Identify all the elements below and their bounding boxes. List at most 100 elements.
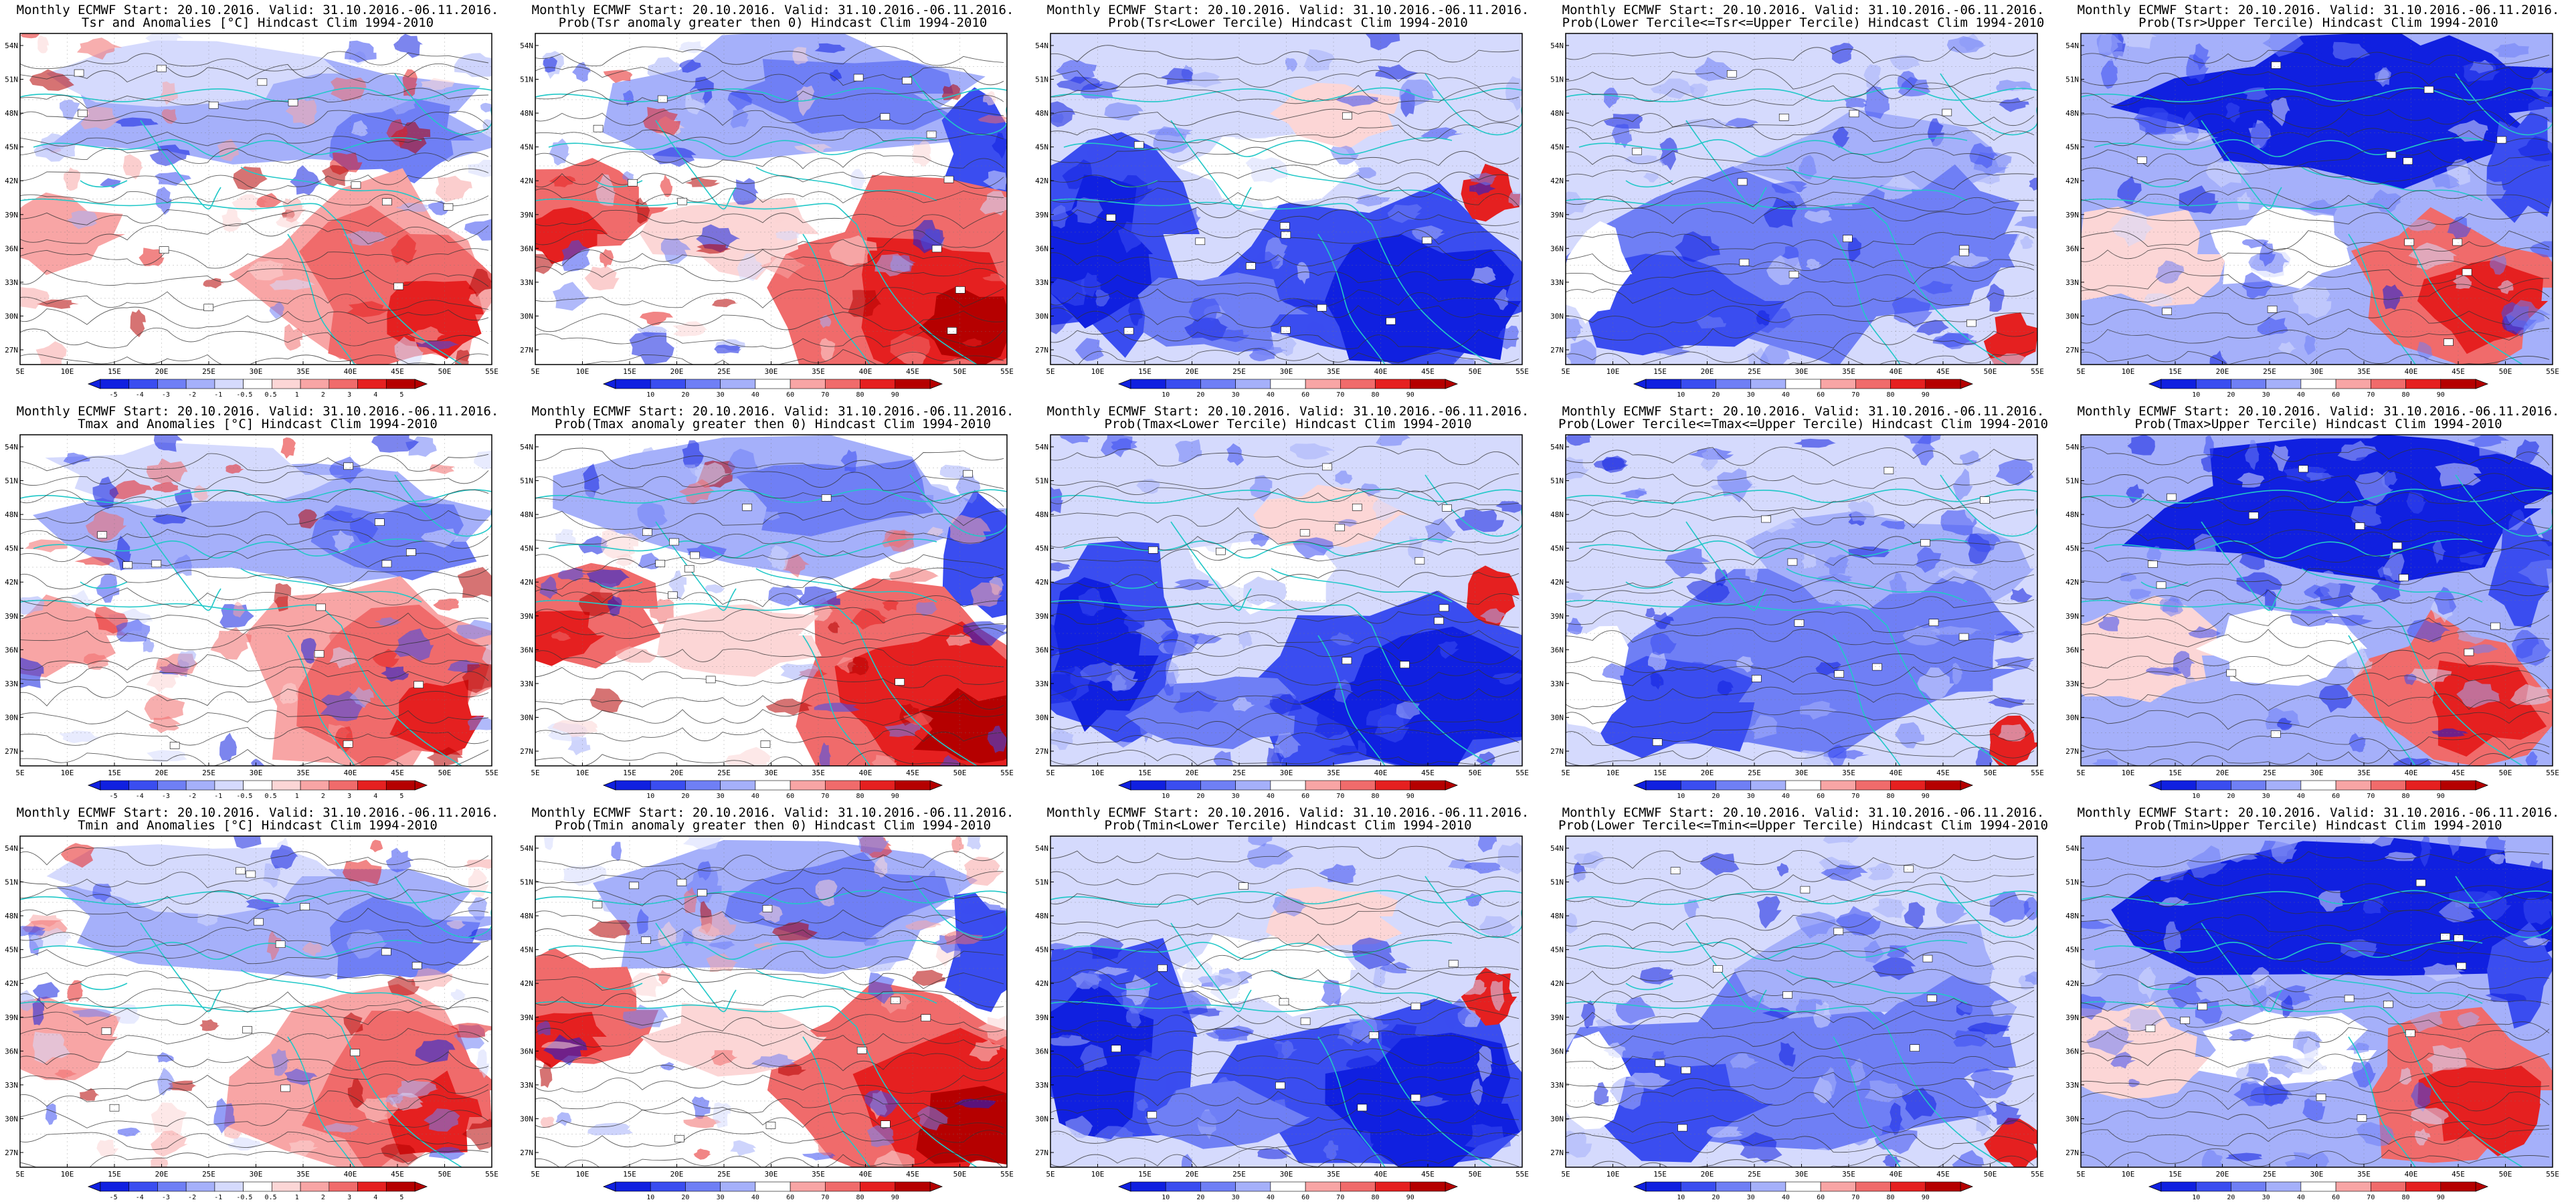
longitude-label: 30E [1795,1170,1809,1179]
colorbar-tick-label: 20 [1712,1194,1720,1201]
latitude-label: 33N [1550,1081,1564,1090]
longitude-label: 55E [1515,1170,1529,1179]
latitude-label: 51N [520,76,533,84]
colorbar-tick-label: 3 [347,1194,351,1201]
colorbar-tick-label: 40 [751,391,759,399]
latitude-label: 39N [2065,612,2079,621]
latitude-label: 30N [1550,713,1564,722]
latitude-label: 48N [2065,510,2079,519]
latitude-label: 39N [1550,612,1564,621]
longitude-label: 25E [202,1170,215,1179]
colorbar-tick-label: -5 [110,793,118,800]
longitude-label: 55E [1515,769,1529,777]
latitude-label: 27N [520,1148,533,1157]
colorbar-tick-label: 20 [1712,391,1720,399]
longitude-label: 40E [1890,1170,1903,1179]
colorbar-tick-label: 40 [1267,793,1275,800]
longitude-label: 30E [2310,769,2324,777]
colorbar: 10 20 30 40 60 70 80 90 [1633,379,1974,399]
longitude-label: 10E [1606,769,1620,777]
longitude-label: 55E [1515,367,1529,376]
latitude-label: 51N [5,878,18,887]
latitude-label: 45N [520,544,533,553]
panel-title: Monthly ECMWF Start: 20.10.2016. Valid: … [1046,3,1530,17]
latitude-label: 36N [1550,244,1564,253]
panel-subtitle: Prob(Tsr anomaly greater then 0) Hindcas… [558,15,988,30]
latitude-label: 30N [5,1114,18,1123]
colorbar-tick-label: 30 [1232,793,1240,800]
longitude-label: 55E [2546,1170,2559,1179]
longitude-label: 45E [391,367,404,376]
colorbar-tick-label: 10 [2192,1194,2200,1201]
longitude-label: 10E [576,367,589,376]
latitude-label: 33N [1035,278,1048,287]
longitude-label: 40E [2405,367,2418,376]
colorbar-tick-label: 70 [2367,391,2375,399]
latitude-label: 36N [1550,1047,1564,1056]
longitude-label: 25E [1232,1170,1246,1179]
latitude-label: 39N [1035,612,1048,621]
longitude-label: 10E [576,769,589,777]
colorbar-tick-label: 80 [2402,793,2410,800]
colorbar-tick-label: 30 [717,793,725,800]
latitude-label: 36N [520,244,533,253]
longitude-label: 55E [1000,1170,1014,1179]
latitude-label: 33N [520,680,533,688]
latitude-label: 48N [520,912,533,920]
colorbar-tick-label: 60 [1817,793,1825,800]
latitude-label: 27N [2065,346,2079,355]
longitude-label: 20E [2216,1170,2229,1179]
longitude-label: 35E [1842,1170,1855,1179]
longitude-label: 25E [1748,367,1761,376]
latitude-label: 48N [2065,109,2079,118]
colorbar-tick-label: 20 [1196,793,1204,800]
latitude-label: 42N [1550,979,1564,988]
panel-subtitle: Prob(Lower Tercile<=Tmax<=Upper Tercile)… [1558,417,2049,431]
colorbar-tick-label: 90 [2437,1194,2445,1201]
latitude-label: 30N [520,713,533,722]
latitude-label: 39N [520,211,533,219]
longitude-label: 5E [15,367,24,376]
colorbar-tick-label: 30 [1747,1194,1755,1201]
colorbar: -5 -4 -3 -2 -1 -0.5 0.5 1 2 3 4 5 [87,780,428,800]
colorbar-tick-label: 40 [2297,793,2305,800]
map-panel: 54N 51N 48N 45N 42N 39N 36N 33N 30N 27N 5E 10E 15E 20… [1546,401,2061,803]
longitude-label: 45E [906,1170,919,1179]
colorbar-tick-label: 10 [2192,793,2200,800]
panel-title: Monthly ECMWF Start: 20.10.2016. Valid: … [16,3,499,17]
longitude-label: 20E [155,1170,169,1179]
longitude-label: 45E [1421,769,1435,777]
panel-subtitle: Tmax and Anomalies [°C] Hindcast Clim 19… [78,417,438,431]
latitude-label: 36N [1035,645,1048,654]
latitude-label: 30N [5,713,18,722]
latitude-label: 48N [1550,109,1564,118]
longitude-label: 15E [1138,367,1152,376]
colorbar-tick-label: 90 [1406,793,1414,800]
colorbar-tick-label: 30 [1747,391,1755,399]
colorbar-tick-label: 5 [399,1194,403,1201]
map-panel: 54N 51N 48N 45N 42N 39N 36N 33N 30N 27N 5E 10E 15E 20… [515,0,1030,401]
longitude-label: 45E [1421,1170,1435,1179]
longitude-label: 5E [1561,769,1570,777]
colorbar-tick-label: 40 [1782,793,1790,800]
colorbar: 10 20 30 40 60 70 80 90 [602,1181,943,1201]
colorbar-tick-label: 90 [891,391,899,399]
colorbar-tick-label: 0.5 [265,391,277,399]
latitude-label: 42N [1550,177,1564,185]
colorbar-tick-label: 40 [1267,391,1275,399]
colorbar-tick-label: 70 [1336,1194,1344,1201]
latitude-label: 27N [5,747,18,756]
longitude-label: 15E [1653,1170,1667,1179]
longitude-label: 25E [2263,769,2276,777]
colorbar-tick-label: 20 [1712,793,1720,800]
latitude-label: 36N [5,645,18,654]
longitude-label: 35E [2357,769,2371,777]
colorbar-tick-label: 10 [1162,793,1170,800]
longitude-label: 30E [765,367,778,376]
longitude-label: 15E [2169,1170,2182,1179]
latitude-label: 42N [520,979,533,988]
